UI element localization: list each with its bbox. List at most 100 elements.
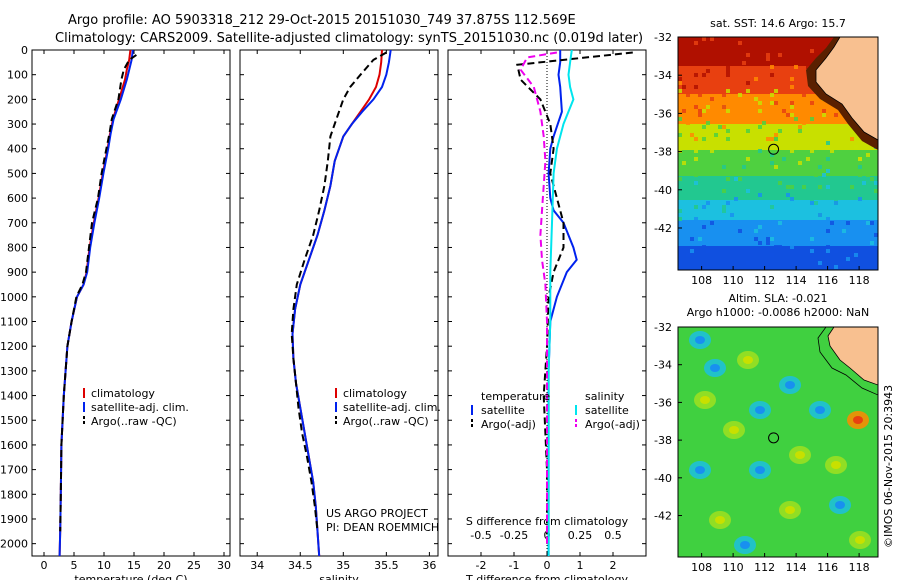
sst-pixel <box>698 113 702 117</box>
sst-pixel <box>746 129 750 133</box>
sst-pixel <box>702 73 706 77</box>
temp-series-line <box>58 49 132 557</box>
sst-pixel <box>826 157 830 161</box>
sst-pixel <box>714 133 718 137</box>
sst-pixel <box>802 121 806 125</box>
sst-pixel <box>794 117 798 121</box>
sst-pixel <box>830 117 834 121</box>
sst-pixel <box>774 133 778 137</box>
sst-pixel <box>726 109 730 113</box>
sst-pixel <box>826 249 830 253</box>
sla-anomaly-core <box>755 406 765 414</box>
sal-series-line <box>291 49 383 557</box>
sst-pixel <box>810 117 814 121</box>
sla-lon-label: 112 <box>754 561 775 574</box>
sal-series-line <box>290 51 387 532</box>
diff-series-line <box>519 51 558 544</box>
sst-pixel <box>782 109 786 113</box>
sal-legend-label: climatology <box>343 387 407 400</box>
sst-pixel <box>778 181 782 185</box>
sst-pixel <box>694 105 698 109</box>
diff-legend-label: satellite <box>585 404 629 417</box>
sst-pixel <box>874 189 878 193</box>
sst-pixel <box>746 189 750 193</box>
sla-lon-label: 116 <box>817 561 838 574</box>
sst-pixel <box>794 65 798 69</box>
sst-pixel <box>710 53 714 57</box>
diff-xtick-label: 1 <box>577 559 584 572</box>
sst-pixel <box>706 121 710 125</box>
sst-pixel <box>698 145 702 149</box>
sst-pixel <box>682 85 686 89</box>
imos-stamp: ©IMOS 06-Nov-2015 20:3943 <box>882 385 895 548</box>
sst-pixel <box>678 149 682 153</box>
sst-lat-label: -34 <box>654 69 672 82</box>
sst-pixel <box>806 65 810 69</box>
temp-xtick-label: 10 <box>97 559 111 572</box>
sst-pixel <box>790 197 794 201</box>
diff-legend-label: Argo(-adj) <box>585 418 640 431</box>
sst-pixel <box>690 237 694 241</box>
sla-lat-label: -32 <box>654 321 672 334</box>
sla-anomaly-core <box>695 336 705 344</box>
sst-pixel <box>758 193 762 197</box>
depth-tick-label: 500 <box>7 167 28 180</box>
sst-pixel <box>806 157 810 161</box>
sst-pixel <box>874 181 878 185</box>
sst-pixel <box>766 137 770 141</box>
sst-pixel <box>766 53 770 57</box>
sst-pixel <box>706 105 710 109</box>
sst-pixel <box>710 97 714 101</box>
sst-pixel <box>850 185 854 189</box>
sst-pixel <box>854 253 858 257</box>
sst-pixel <box>774 137 778 141</box>
depth-tick-label: 1200 <box>0 340 28 353</box>
depth-tick-label: 2000 <box>0 538 28 551</box>
sst-pixel <box>866 153 870 157</box>
sla-anomaly-core <box>729 426 739 434</box>
depth-tick-label: 1900 <box>0 513 28 526</box>
sst-pixel <box>702 61 706 65</box>
sla-anomaly-core <box>855 536 865 544</box>
sst-pixel <box>746 81 750 85</box>
sst-pixel <box>858 197 862 201</box>
temp-xtick-label: 20 <box>157 559 171 572</box>
sst-pixel <box>678 77 682 81</box>
sst-pixel <box>686 121 690 125</box>
diff-xtick-label: 2 <box>610 559 617 572</box>
sst-pixel <box>770 137 774 141</box>
sst-pixel <box>702 137 706 141</box>
sla-map-axes: 108 110 112 114 116 118 -32 -34 -36 -38 -40 -42 <box>654 321 870 574</box>
diff-top-tick-label: 0.25 <box>568 529 593 542</box>
sst-pixel <box>778 129 782 133</box>
sst-pixel <box>754 97 758 101</box>
sla-lat-label: -34 <box>654 359 672 372</box>
sst-pixel <box>678 209 682 213</box>
sst-pixel <box>770 253 774 257</box>
sst-lat-label: -38 <box>654 146 672 159</box>
sst-pixel <box>758 125 762 129</box>
sst-pixel <box>818 185 822 189</box>
depth-tick-label: 100 <box>7 69 28 82</box>
sst-pixel <box>738 41 742 45</box>
sst-pixel <box>802 93 806 97</box>
pi-credit: PI: DEAN ROEMMICH <box>326 521 439 534</box>
sst-pixel <box>754 237 758 241</box>
sst-pixel <box>790 101 794 105</box>
sst-pixel <box>690 249 694 253</box>
diff-xlabel: T difference from climatology <box>465 573 628 580</box>
sst-pixel <box>722 209 726 213</box>
sst-pixel <box>694 117 698 121</box>
sst-pixel <box>858 173 862 177</box>
depth-tick-label: 1700 <box>0 464 28 477</box>
sst-pixel <box>686 93 690 97</box>
sst-pixel <box>702 37 706 41</box>
sst-pixel <box>694 173 698 177</box>
sst-pixel <box>678 133 682 137</box>
sst-pixel <box>810 197 814 201</box>
sst-pixel <box>694 73 698 77</box>
sst-pixel <box>726 65 730 69</box>
sst-pixel <box>774 101 778 105</box>
sst-pixel <box>738 177 742 181</box>
sst-pixel <box>818 165 822 169</box>
